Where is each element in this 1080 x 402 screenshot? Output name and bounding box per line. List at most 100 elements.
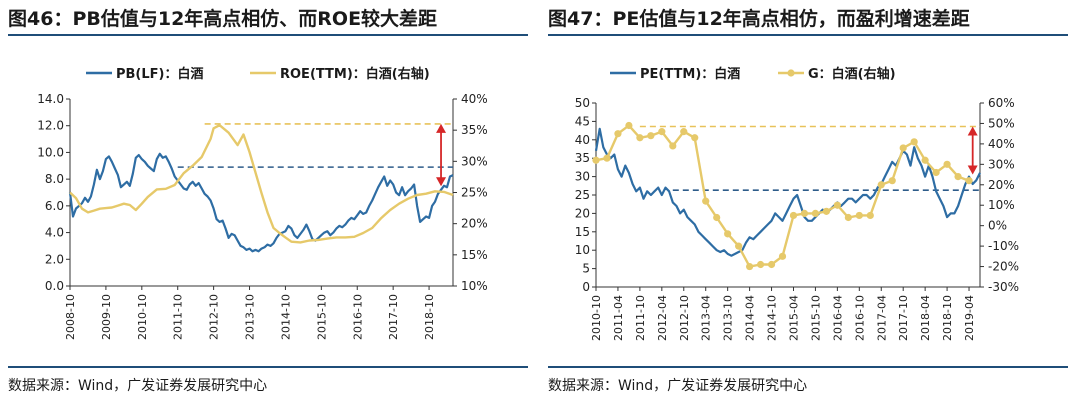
data-point [888, 177, 896, 185]
y-tick-label-left: 30 [575, 170, 590, 184]
x-tick-label: 2014-10 [766, 295, 779, 341]
data-point [866, 211, 874, 220]
y-tick-label-right: 10% [988, 198, 1015, 212]
y-tick-label-left: 14.0 [37, 92, 64, 106]
x-tick-label: 2016-10 [351, 294, 364, 340]
y-tick-label-right: 15% [461, 248, 488, 262]
source-note: 数据来源：Wind，广发证券发展研究中心 [8, 378, 268, 394]
gap-arrow-head-down [967, 165, 978, 175]
y-tick-label-left: 5 [582, 262, 590, 276]
pe-growth-chart: 0 5 10 15 20 25 30 35 40 45 50 -30% -20% -10% 0% 10% 20%… [575, 66, 1019, 341]
y-tick-label-right: 40% [988, 137, 1015, 151]
data-point [855, 211, 863, 220]
data-point [767, 260, 776, 269]
x-tick-label: 2017-10 [897, 295, 910, 341]
data-point [789, 211, 798, 220]
y-tick-label-right: 50% [988, 116, 1015, 130]
x-tick-label: 2009-10 [100, 294, 113, 340]
data-point [625, 121, 633, 130]
x-tick-label: 2015-10 [315, 294, 328, 340]
y-tick-label-right: -30% [988, 280, 1019, 294]
y-tick-label-left: 15 [575, 225, 590, 239]
y-tick-label-left: 2.0 [45, 252, 64, 266]
legend-label: ROE(TTM)：白酒(右轴) [280, 66, 430, 82]
legend-marker [787, 69, 795, 77]
y-tick-label-left: 0.0 [45, 279, 64, 293]
x-tick-label: 2011-10 [634, 295, 647, 341]
data-point [603, 154, 611, 162]
data-point [921, 156, 929, 164]
source-divider [8, 366, 528, 368]
data-point [844, 213, 852, 222]
y-tick-label-left: 12.0 [37, 119, 64, 133]
y-tick-label-right: 0% [988, 219, 1007, 233]
data-point [636, 134, 644, 142]
x-tick-label: 2008-10 [64, 294, 77, 340]
y-tick-label-left: 20 [575, 206, 590, 220]
data-point [647, 132, 655, 140]
x-tick-label: 2011-04 [612, 295, 625, 341]
y-tick-label-left: 50 [575, 96, 590, 110]
x-tick-label: 2014-10 [279, 294, 292, 340]
y-tick-label-left: 0 [582, 280, 590, 294]
data-point [822, 207, 830, 215]
series-line-secondary [595, 124, 970, 268]
legend-label: PE(TTM)：白酒 [640, 66, 740, 82]
data-point [756, 260, 765, 269]
y-tick-label-left: 8.0 [45, 172, 64, 186]
x-tick-label: 2012-10 [208, 294, 221, 340]
y-tick-label-right: 25% [461, 186, 488, 200]
data-point [702, 197, 710, 205]
source-note: 数据来源：Wind，广发证券发展研究中心 [548, 378, 808, 394]
chart-title: 图47：PE估值与12年高点相仿，而盈利增速差距 [548, 8, 970, 30]
y-tick-label-left: 10 [575, 243, 590, 257]
series-line-secondary [69, 124, 454, 244]
data-point [943, 160, 951, 168]
gap-arrow-head-up [967, 126, 978, 136]
x-tick-label: 2018-10 [423, 294, 436, 340]
y-tick-label-right: -20% [988, 260, 1019, 274]
pb-roe-chart: 0.0 2.0 4.0 6.0 8.0 10.0 12.0 14.0 10% 15% 20% 25% 3… [37, 66, 488, 340]
x-tick-label: 2013-04 [700, 295, 713, 341]
y-tick-label-right: 40% [461, 92, 488, 106]
data-point [800, 209, 809, 217]
x-tick-label: 2015-04 [787, 295, 800, 341]
series-line-primary [594, 127, 981, 257]
y-tick-label-left: 25 [575, 188, 590, 202]
x-tick-label: 2012-10 [678, 295, 691, 341]
data-point [932, 168, 940, 177]
x-tick-label: 2019-04 [963, 295, 976, 341]
chart-panel-pe-growth: 图47：PE估值与12年高点相仿，而盈利增速差距 0 5 10 15 20 25 30 35 4… [548, 0, 1068, 402]
x-tick-label: 2018-10 [941, 295, 954, 341]
data-point [811, 209, 820, 217]
x-tick-label: 2015-10 [809, 295, 822, 341]
y-tick-label-left: 35 [575, 151, 590, 165]
legend-label: PB(LF)：白酒 [116, 66, 203, 82]
data-point [746, 262, 754, 271]
y-tick-label-left: 40 [575, 133, 590, 147]
x-tick-label: 2010-10 [136, 294, 149, 340]
data-point [691, 134, 699, 142]
y-tick-label-right: 20% [988, 178, 1015, 192]
x-tick-label: 2016-04 [831, 295, 844, 341]
data-point [899, 144, 907, 152]
x-tick-label: 2017-10 [387, 294, 400, 340]
x-tick-label: 2013-10 [722, 295, 735, 341]
y-tick-label-right: -10% [988, 239, 1019, 253]
data-point [592, 156, 600, 164]
x-tick-label: 2010-10 [590, 295, 603, 341]
y-tick-label-right: 30% [988, 157, 1015, 171]
legend-label: G：白酒(右轴) [808, 66, 896, 82]
title-divider [8, 34, 528, 36]
x-tick-label: 2011-10 [172, 294, 185, 340]
data-point [724, 230, 732, 238]
data-point [833, 201, 841, 209]
y-tick-label-right: 30% [461, 154, 488, 168]
x-tick-label: 2018-04 [919, 295, 932, 341]
series-line-primary [68, 152, 454, 253]
data-point [735, 242, 743, 250]
data-point [669, 142, 677, 150]
data-point [713, 213, 721, 222]
data-point [954, 173, 962, 181]
x-tick-label: 2016-10 [853, 295, 866, 341]
